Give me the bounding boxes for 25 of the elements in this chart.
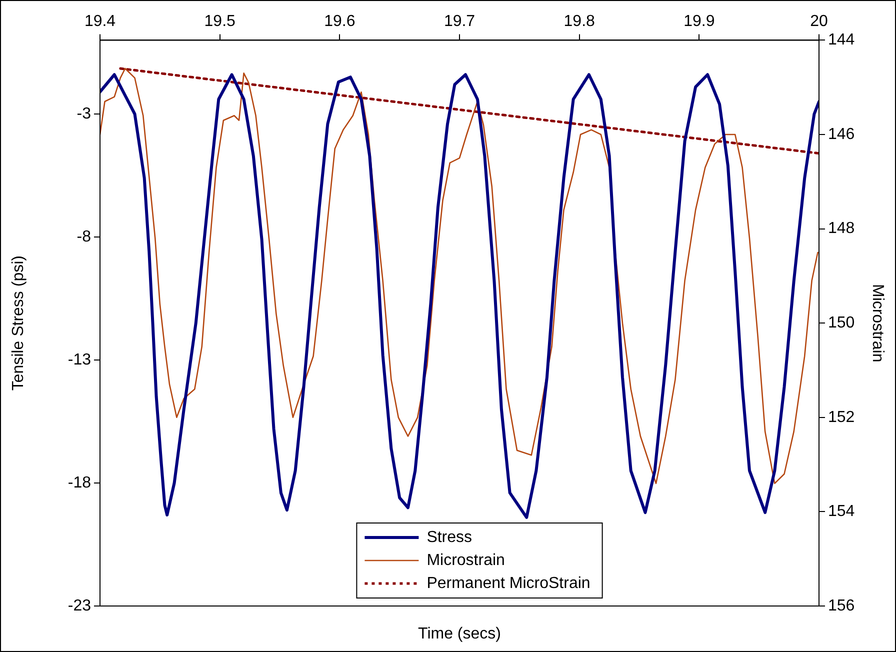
legend-label: Stress (426, 528, 472, 546)
x-tick-label: 19.9 (684, 13, 715, 30)
y2-axis-title: Microstrain (868, 284, 886, 362)
legend-label: Microstrain (426, 552, 505, 569)
x-axis-title: Time (secs) (418, 625, 501, 642)
y2-tick-label: 154 (828, 503, 855, 520)
x-tick-label: 20 (810, 13, 828, 30)
y2-tick-label: 152 (828, 408, 855, 426)
x-tick-label: 19.8 (564, 13, 596, 30)
y-axis-title: Tensile Stress (psi) (10, 256, 28, 391)
y2-tick-label: 150 (828, 314, 855, 332)
y-tick-label: -18 (68, 474, 92, 492)
y2-tick-label: 148 (828, 220, 855, 238)
x-tick-label: 19.7 (444, 13, 476, 30)
y2-tick-label: 146 (828, 126, 855, 143)
y-tick-label: -3 (76, 105, 92, 122)
legend-label: Permanent MicroStrain (426, 574, 590, 592)
y-tick-label: -13 (68, 351, 92, 368)
y-tick-label: -23 (68, 597, 92, 614)
y2-tick-label: 144 (828, 32, 855, 49)
x-tick-label: 19.4 (84, 13, 116, 30)
y2-tick-label: 156 (828, 597, 855, 614)
y-tick-label: -8 (76, 228, 92, 246)
x-tick-label: 19.5 (204, 13, 236, 30)
x-tick-label: 19.6 (324, 13, 356, 30)
